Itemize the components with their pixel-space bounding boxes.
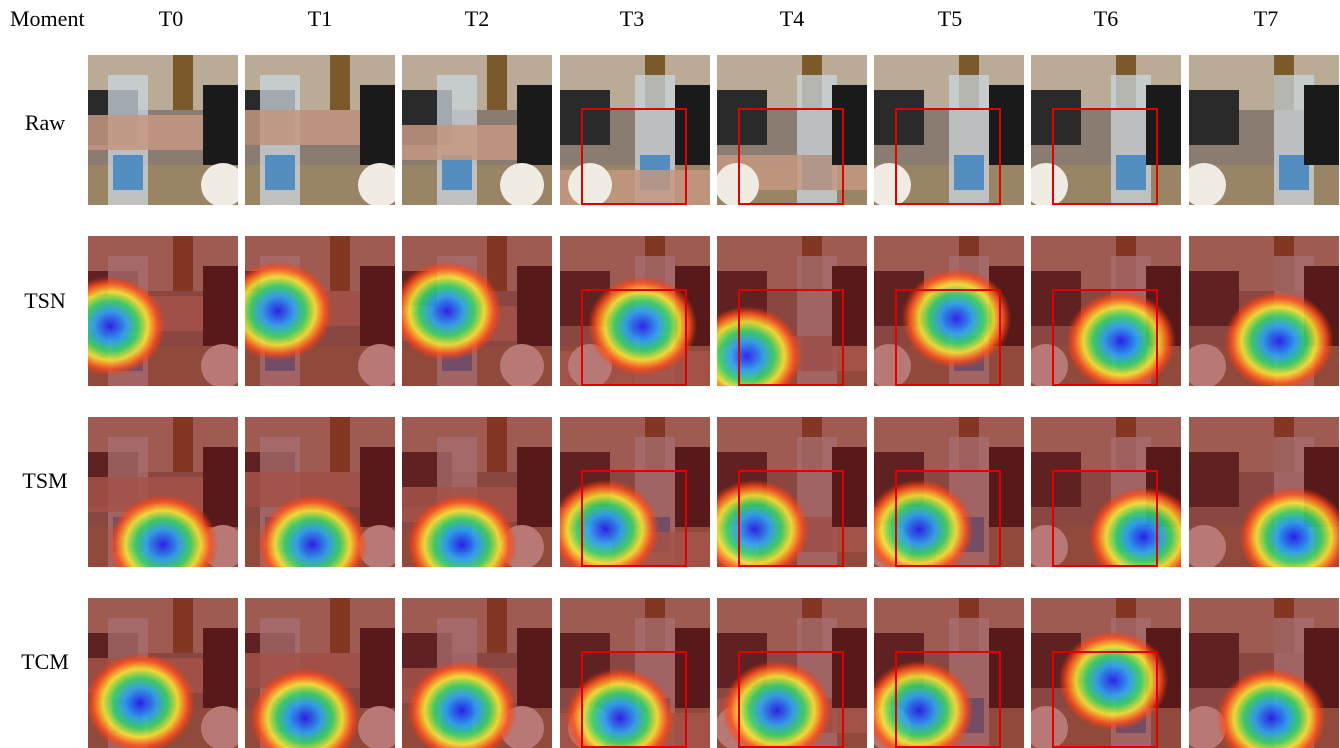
frame-tsm-t2 [402, 417, 552, 567]
frame-raw-t7 [1189, 55, 1339, 205]
frame-tsm-t6 [1031, 417, 1181, 567]
attention-heatmap-tsn-t7 [1189, 236, 1339, 386]
raw-frame-image-raw-t2 [402, 55, 552, 205]
attention-heatmap-tcm-t0 [88, 598, 238, 748]
attention-heatmap-tsn-t5 [874, 236, 1024, 386]
attention-heatmap-tcm-t2 [402, 598, 552, 748]
raw-frame-image-raw-t7 [1189, 55, 1339, 205]
frame-tsn-t3 [560, 236, 710, 386]
moment-header-t2: T2 [402, 6, 552, 32]
frame-tcm-t5 [874, 598, 1024, 748]
frame-tsn-t6 [1031, 236, 1181, 386]
row-label-tsm: TSM [10, 468, 80, 494]
raw-frame-image-raw-t5 [874, 55, 1024, 205]
frame-tsn-t1 [245, 236, 395, 386]
attention-heatmap-tsm-t5 [874, 417, 1024, 567]
frame-raw-t1 [245, 55, 395, 205]
attention-heatmap-tcm-t7 [1189, 598, 1339, 748]
corner-label: Moment [10, 6, 85, 32]
attention-heatmap-tsm-t0 [88, 417, 238, 567]
frame-tsm-t4 [717, 417, 867, 567]
attention-heatmap-tsn-t1 [245, 236, 395, 386]
frame-raw-t3 [560, 55, 710, 205]
attention-heatmap-tsn-t4 [717, 236, 867, 386]
attention-heatmap-tsn-t2 [402, 236, 552, 386]
row-label-tcm: TCM [10, 649, 80, 675]
frame-raw-t0 [88, 55, 238, 205]
frame-raw-t6 [1031, 55, 1181, 205]
attention-heatmap-tsm-t7 [1189, 417, 1339, 567]
attention-heatmap-tcm-t4 [717, 598, 867, 748]
attention-heatmap-tcm-t6 [1031, 598, 1181, 748]
frame-tsm-t5 [874, 417, 1024, 567]
moment-header-t1: T1 [245, 6, 395, 32]
raw-frame-image-raw-t1 [245, 55, 395, 205]
moment-header-t5: T5 [875, 6, 1025, 32]
raw-frame-image-raw-t3 [560, 55, 710, 205]
frame-tsn-t5 [874, 236, 1024, 386]
frame-tcm-t6 [1031, 598, 1181, 748]
frame-tsn-t0 [88, 236, 238, 386]
frame-tsn-t4 [717, 236, 867, 386]
frame-raw-t5 [874, 55, 1024, 205]
frame-tcm-t3 [560, 598, 710, 748]
attention-heatmap-tsn-t6 [1031, 236, 1181, 386]
frame-tsm-t1 [245, 417, 395, 567]
frame-tcm-t4 [717, 598, 867, 748]
frame-tcm-t7 [1189, 598, 1339, 748]
attention-heatmap-tcm-t5 [874, 598, 1024, 748]
frame-tcm-t1 [245, 598, 395, 748]
attention-heatmap-tsm-t6 [1031, 417, 1181, 567]
moment-header-t6: T6 [1031, 6, 1181, 32]
attention-heatmap-tsn-t3 [560, 236, 710, 386]
frame-tsm-t7 [1189, 417, 1339, 567]
raw-frame-image-raw-t0 [88, 55, 238, 205]
row-label-tsn: TSN [10, 288, 80, 314]
moment-header-t4: T4 [717, 6, 867, 32]
moment-header-t7: T7 [1191, 6, 1340, 32]
frame-tsm-t0 [88, 417, 238, 567]
raw-frame-image-raw-t4 [717, 55, 867, 205]
row-label-raw: Raw [10, 110, 80, 136]
attention-heatmap-tcm-t1 [245, 598, 395, 748]
frame-tcm-t0 [88, 598, 238, 748]
moment-header-t3: T3 [557, 6, 707, 32]
frame-tcm-t2 [402, 598, 552, 748]
attention-heatmap-tcm-t3 [560, 598, 710, 748]
attention-heatmap-tsn-t0 [88, 236, 238, 386]
frame-tsn-t7 [1189, 236, 1339, 386]
attention-heatmap-tsm-t2 [402, 417, 552, 567]
raw-frame-image-raw-t6 [1031, 55, 1181, 205]
frame-tsn-t2 [402, 236, 552, 386]
attention-heatmap-tsm-t4 [717, 417, 867, 567]
attention-heatmap-tsm-t3 [560, 417, 710, 567]
attention-heatmap-tsm-t1 [245, 417, 395, 567]
frame-raw-t2 [402, 55, 552, 205]
moment-header-t0: T0 [96, 6, 246, 32]
frame-raw-t4 [717, 55, 867, 205]
frame-tsm-t3 [560, 417, 710, 567]
